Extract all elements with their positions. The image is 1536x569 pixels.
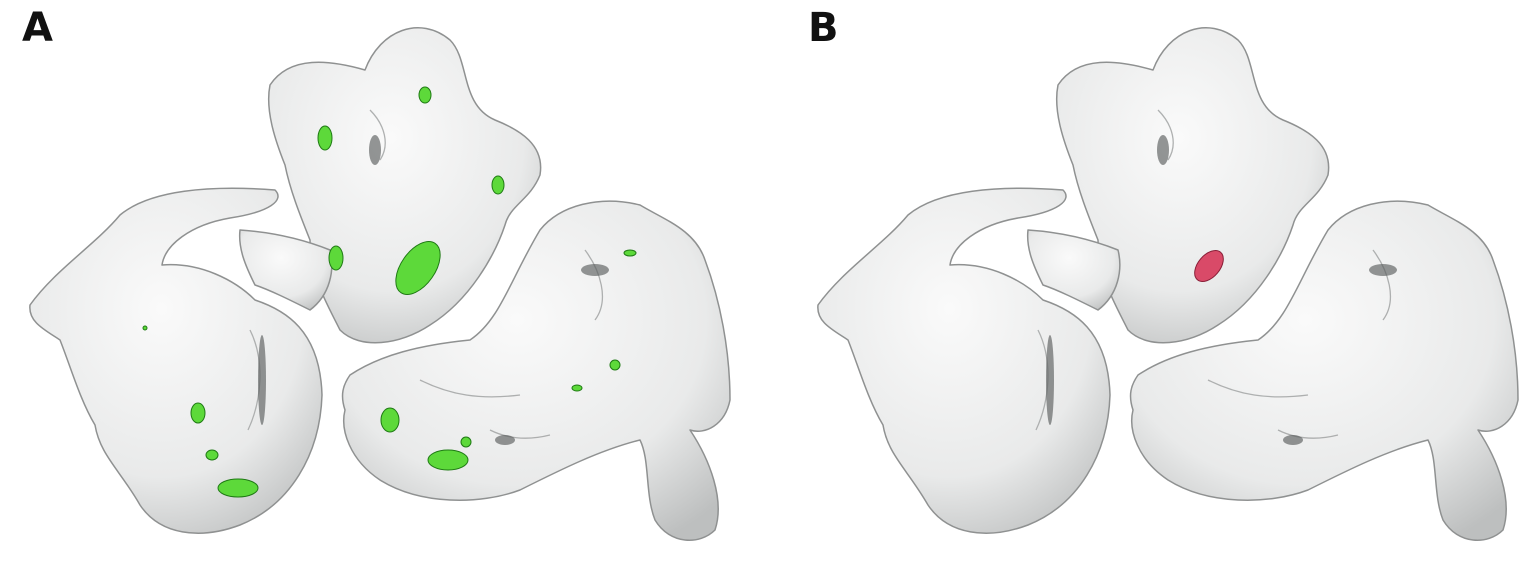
- surface-right-lobe: [1129, 200, 1519, 541]
- density-map-b: [817, 27, 1519, 541]
- surface-cavities: [1046, 135, 1397, 445]
- density-map-a: [29, 27, 731, 541]
- difference-markers-b: [1194, 250, 1224, 282]
- panel-a: A: [22, 5, 731, 541]
- panel-label-b: B: [808, 5, 839, 51]
- surface-left-lobe: [29, 187, 323, 534]
- difference-markers-a: [142, 86, 637, 498]
- surface-cavities: [258, 135, 609, 445]
- surface-group: [817, 27, 1519, 541]
- panel-label-a: A: [22, 5, 53, 51]
- surface-left-lobe: [817, 187, 1111, 534]
- surface-arm: [1026, 229, 1121, 311]
- surface-top-lobe: [1055, 27, 1330, 344]
- surface-group: [29, 27, 731, 541]
- panel-b: B: [768, 0, 1536, 569]
- surface-arm: [238, 229, 333, 311]
